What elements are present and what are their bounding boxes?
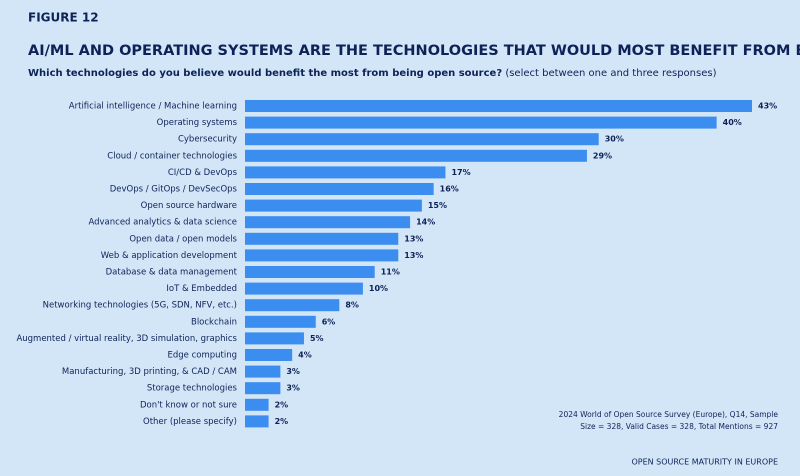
category-label: Manufacturing, 3D printing, & CAD / CAM: [62, 367, 237, 377]
category-label: Artificial intelligence / Machine learni…: [69, 102, 237, 112]
category-label: IoT & Embedded: [166, 284, 237, 294]
value-label: 6%: [322, 317, 336, 326]
bar: [245, 382, 281, 395]
category-label: Networking technologies (5G, SDN, NFV, e…: [43, 301, 237, 311]
value-label: 2%: [275, 417, 289, 426]
bar: [245, 266, 375, 278]
bar: [245, 133, 599, 146]
bar: [245, 365, 281, 378]
figure-label: FIGURE 12: [28, 11, 99, 25]
bar: [245, 315, 316, 328]
category-label: Don't know or not sure: [140, 400, 237, 410]
value-label: 43%: [758, 102, 777, 111]
bar: [245, 332, 304, 345]
bar: [245, 249, 399, 262]
footer: OPEN SOURCE MATURITY IN EUROPE: [631, 458, 778, 467]
category-label: Cybersecurity: [178, 135, 237, 145]
value-label: 17%: [451, 168, 470, 177]
bar: [245, 100, 752, 112]
category-label: Open source hardware: [141, 201, 237, 211]
category-label: Web & application development: [101, 251, 238, 261]
value-label: 29%: [593, 151, 612, 160]
bar: [245, 166, 446, 179]
subtitle: Which technologies do you believe would …: [28, 68, 717, 79]
category-label: Edge computing: [167, 351, 237, 361]
bar: [245, 149, 587, 162]
bar: [245, 398, 269, 411]
category-label: Other (please specify): [143, 417, 237, 427]
bar: [245, 216, 411, 229]
bar: [245, 282, 363, 295]
note: Size = 328, Valid Cases = 328, Total Men…: [580, 422, 778, 431]
category-label: Database & data management: [106, 268, 238, 278]
value-label: 30%: [605, 135, 624, 144]
value-label: 15%: [428, 201, 447, 210]
category-label: Cloud / container technologies: [107, 151, 237, 161]
category-label: Open data / open models: [129, 234, 237, 244]
value-label: 2%: [275, 400, 289, 409]
value-label: 5%: [310, 334, 324, 343]
category-label: Blockchain: [191, 317, 237, 327]
category-label: Advanced analytics & data science: [88, 218, 237, 228]
bar: [245, 299, 340, 312]
value-label: 40%: [723, 118, 742, 127]
chart-title: AI/ML AND OPERATING SYSTEMS ARE THE TECH…: [28, 43, 800, 59]
bar: [245, 116, 717, 129]
value-label: 16%: [440, 185, 459, 194]
value-label: 3%: [286, 384, 300, 393]
value-label: 13%: [404, 234, 423, 243]
category-label: DevOps / GitOps / DevSecOps: [110, 185, 238, 195]
subtitle-question: Which technologies do you believe would …: [28, 68, 502, 79]
note: 2024 World of Open Source Survey (Europe…: [559, 410, 779, 419]
bar: [245, 199, 422, 212]
category-label: Storage technologies: [147, 384, 238, 394]
value-label: 14%: [416, 218, 435, 227]
category-label: Augmented / virtual reality, 3D simulati…: [16, 334, 237, 344]
subtitle-note: (select between one and three responses): [505, 68, 716, 79]
bar: [245, 349, 293, 361]
value-label: 8%: [345, 301, 359, 310]
category-label: CI/CD & DevOps: [168, 168, 238, 178]
category-label: Operating systems: [157, 118, 238, 128]
value-label: 11%: [381, 268, 400, 277]
bar: [245, 415, 269, 428]
bar: [245, 232, 399, 245]
value-label: 10%: [369, 284, 388, 293]
value-label: 13%: [404, 251, 423, 260]
bar: [245, 183, 434, 195]
value-label: 4%: [298, 351, 312, 360]
value-label: 3%: [286, 367, 300, 376]
